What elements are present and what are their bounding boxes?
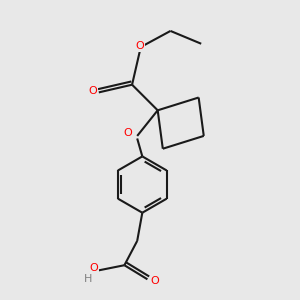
Text: O: O <box>89 263 98 273</box>
Text: O: O <box>151 276 160 286</box>
Text: O: O <box>88 86 97 96</box>
Text: H: H <box>84 274 93 284</box>
Text: O: O <box>124 128 133 138</box>
Text: O: O <box>135 41 144 51</box>
